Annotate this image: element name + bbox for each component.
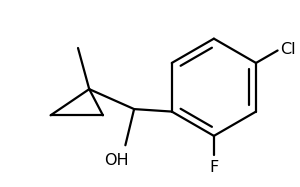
Text: Cl: Cl [280, 42, 296, 57]
Text: F: F [209, 160, 218, 175]
Text: OH: OH [104, 153, 128, 168]
